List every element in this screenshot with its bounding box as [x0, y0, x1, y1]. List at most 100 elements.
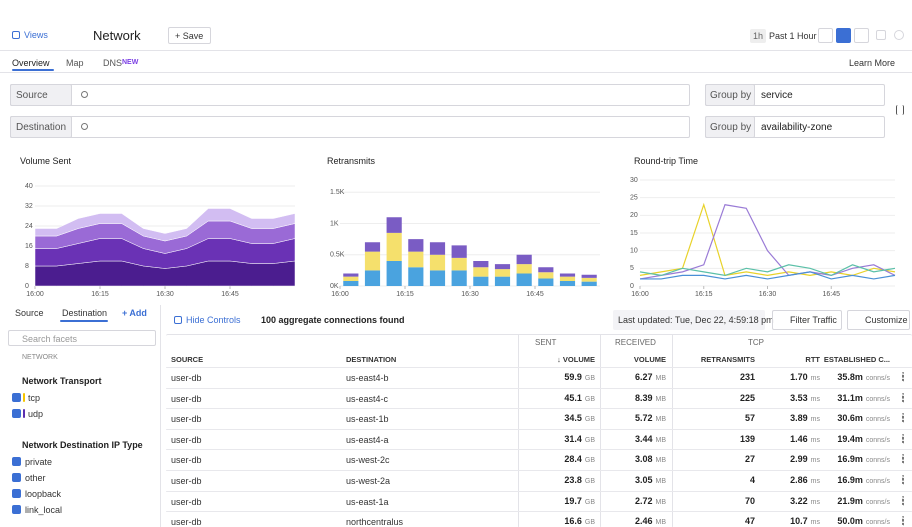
views-button[interactable]: Views: [24, 30, 48, 40]
customize[interactable]: Customize: [865, 315, 908, 325]
bar-segment: [516, 264, 532, 274]
cell-unit: ms: [810, 395, 820, 403]
column-header[interactable]: VOLUME: [633, 355, 666, 364]
value-cell: 5.72 MB: [635, 413, 666, 423]
bar-segment: [559, 281, 576, 286]
save-label[interactable]: + Save: [175, 31, 204, 41]
row-menu[interactable]: [902, 516, 904, 527]
rewind-button[interactable]: [818, 28, 833, 43]
cell-value: 57: [744, 413, 755, 424]
swap-icon: [896, 105, 904, 115]
learn-more[interactable]: Learn More: [849, 58, 896, 68]
bar-segment: [473, 261, 489, 268]
column-header[interactable]: SOURCE: [171, 355, 204, 364]
filter-traffic[interactable]: Filter Traffic: [790, 315, 837, 325]
cell-value: 16.9m: [837, 454, 863, 465]
column-header[interactable]: RETRANSMITS: [700, 355, 755, 364]
facet-search[interactable]: [8, 330, 156, 346]
tab[interactable]: Map: [66, 58, 84, 68]
facet-tab[interactable]: Source: [15, 308, 44, 318]
facet-group-title[interactable]: Network Destination IP Type: [22, 440, 143, 450]
facet-item[interactable]: private: [25, 457, 53, 467]
forward-button[interactable]: [854, 28, 869, 43]
pause-button[interactable]: [836, 28, 851, 43]
bar-segment: [408, 251, 424, 268]
group-label-bg: [705, 116, 755, 138]
facet-item[interactable]: udp: [28, 409, 44, 419]
chart-title[interactable]: Retransmits: [327, 156, 376, 166]
facet-item[interactable]: link_local: [25, 505, 63, 515]
chart-title[interactable]: Round-trip Time: [634, 156, 699, 166]
row-menu[interactable]: [902, 392, 904, 403]
cell-value: 3.44: [634, 433, 653, 444]
hide-controls-icon: [174, 316, 182, 324]
column-header[interactable]: DESTINATION: [346, 355, 397, 364]
y-tick-label: 30: [630, 177, 638, 184]
facet-item[interactable]: tcp: [28, 393, 41, 403]
bar-segment: [451, 270, 467, 286]
destination-cell: us-east4-a: [346, 434, 389, 445]
x-tick-label: 16:15: [396, 291, 414, 298]
facet-checkbox[interactable]: [12, 393, 21, 402]
value-cell: 2.46 MB: [635, 516, 666, 526]
customize-button[interactable]: [847, 310, 910, 330]
y-tick-label: 0: [25, 283, 29, 290]
y-tick-label: 1.5K: [330, 189, 345, 196]
facet-checkbox[interactable]: [12, 505, 21, 514]
calendar-button[interactable]: [876, 30, 886, 40]
cell-value: 47: [744, 516, 755, 527]
cell-value: 31.1m: [837, 392, 863, 403]
row-menu[interactable]: [902, 372, 904, 382]
row-menu[interactable]: [902, 495, 904, 506]
refresh-button[interactable]: [894, 30, 904, 40]
cell-value: 8.39: [634, 392, 653, 403]
facet-checkbox[interactable]: [12, 457, 21, 466]
filter-button[interactable]: [772, 310, 842, 330]
column-header[interactable]: ESTABLISHED C...: [823, 355, 890, 364]
cell-value: 34.5: [564, 413, 582, 424]
column-header[interactable]: RTT: [805, 355, 820, 364]
y-tick-label: 10: [630, 248, 638, 255]
tab[interactable]: Overview: [12, 58, 50, 68]
value-cell: 3.22 ms: [790, 496, 820, 506]
facet-tab[interactable]: Destination: [62, 308, 108, 318]
facet-checkbox[interactable]: [12, 473, 21, 482]
source-cell: user-db: [171, 373, 202, 383]
cell-value: 1.70: [790, 372, 808, 382]
cell-value: 3.53: [790, 392, 808, 403]
row-menu[interactable]: [902, 475, 904, 485]
facet-checkbox[interactable]: [12, 409, 21, 418]
facet-checkbox[interactable]: [12, 489, 21, 498]
cell-value: 2.99: [790, 454, 808, 465]
value-cell: 19.7 GB: [564, 496, 595, 506]
chart-title[interactable]: Volume Sent: [20, 156, 72, 166]
value-cell: 70: [745, 496, 755, 506]
cell-value: 23.8: [564, 475, 582, 485]
bar-segment: [429, 254, 446, 271]
facet-tab[interactable]: + Add: [122, 308, 147, 318]
group-value: availability-zone: [761, 122, 833, 133]
facet-group-title[interactable]: Network Transport: [22, 376, 102, 386]
cell-value: 5.72: [634, 413, 653, 424]
row-menu[interactable]: [902, 454, 904, 465]
row-menu[interactable]: [902, 413, 904, 424]
column-header[interactable]: ↓ VOLUME: [557, 355, 595, 364]
save-button[interactable]: [168, 27, 211, 44]
row-menu[interactable]: [902, 433, 904, 444]
hide-controls[interactable]: Hide Controls: [186, 315, 241, 325]
facet-item[interactable]: loopback: [25, 489, 62, 499]
x-tick-label: 16:00: [26, 291, 44, 298]
tab[interactable]: DNS: [103, 58, 123, 68]
value-cell: 2.99 ms: [790, 454, 820, 464]
new-badge: NEW: [122, 59, 139, 66]
cell-unit: ms: [810, 416, 820, 424]
cell-value: 70: [744, 495, 755, 506]
facet-section: NETWORK: [22, 354, 58, 361]
cell-value: 3.05: [634, 475, 653, 485]
y-tick-label: 20: [630, 212, 638, 219]
cell-value: 16.9m: [837, 475, 863, 485]
bar-segment: [364, 270, 381, 286]
time-badge: [750, 29, 766, 43]
row-divider: [166, 367, 912, 368]
facet-item[interactable]: other: [25, 473, 46, 483]
